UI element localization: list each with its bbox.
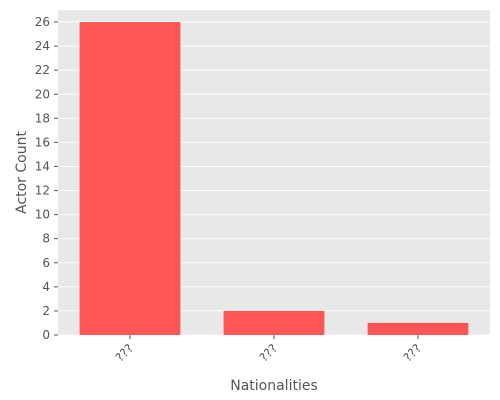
y-tick-label: 8 [42, 232, 50, 246]
y-tick-label: 10 [35, 208, 50, 222]
y-tick-label: 18 [35, 111, 50, 125]
y-tick-label: 14 [35, 159, 50, 173]
x-tick-label: ??? [401, 341, 424, 364]
y-tick-label: 12 [35, 184, 50, 198]
x-axis-label: Nationalities [230, 378, 318, 394]
y-axis-label: Actor Count [14, 131, 30, 214]
y-tick-label: 0 [42, 328, 50, 342]
y-tick-label: 16 [35, 135, 50, 149]
bar [367, 322, 469, 335]
x-tick-label: ??? [257, 341, 280, 364]
y-tick-label: 26 [35, 15, 50, 29]
y-tick-label: 2 [42, 304, 50, 318]
y-tick-label: 24 [35, 39, 50, 53]
x-axis-ticks: ????????? [113, 335, 424, 365]
y-tick-label: 20 [35, 87, 50, 101]
y-tick-label: 4 [42, 280, 50, 294]
x-tick-label: ??? [113, 341, 136, 364]
bar [223, 310, 325, 335]
y-tick-label: 22 [35, 63, 50, 77]
bar [79, 22, 181, 335]
bars [79, 22, 469, 335]
y-tick-label: 6 [42, 256, 50, 270]
